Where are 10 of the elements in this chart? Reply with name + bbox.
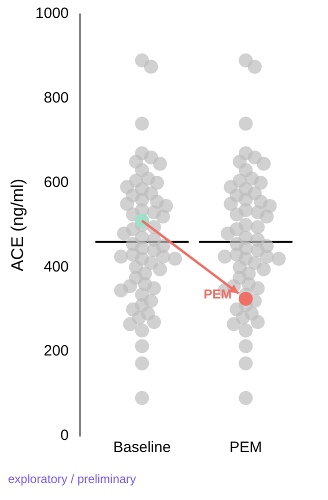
y-tick-label: 1000 <box>35 5 69 22</box>
y-tick-label: 400 <box>44 258 69 276</box>
y-tick-label: 800 <box>44 90 69 107</box>
text: exploratory / preliminary <box>8 472 136 486</box>
y-tick-label: 200 <box>44 342 69 360</box>
x-tick-label: Baseline <box>113 439 171 456</box>
y-tick-label: 600 <box>44 174 69 191</box>
y-tick-label: 0 <box>60 427 69 444</box>
annotation: PEM <box>204 286 232 302</box>
y-axis-title: ACE (ng/ml) <box>8 178 27 272</box>
